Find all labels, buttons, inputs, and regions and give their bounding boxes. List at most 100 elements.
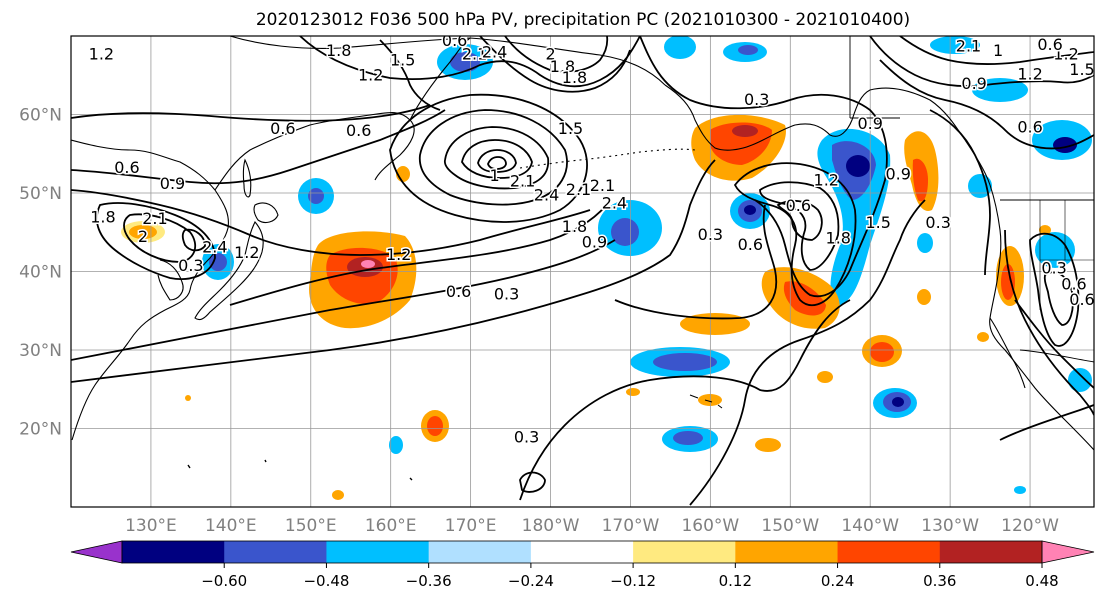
svg-text:0.3: 0.3	[698, 225, 723, 244]
svg-text:2: 2	[138, 227, 148, 246]
svg-text:2: 2	[545, 44, 555, 63]
coastline-hawaii	[689, 394, 723, 409]
coastline-alaska	[664, 84, 966, 151]
contour-label: 2	[136, 226, 149, 248]
svg-text:2.1: 2.1	[462, 44, 487, 63]
svg-text:1.5: 1.5	[558, 119, 583, 138]
map-area: 1.2 1.81.21.50.62.12.4 21.81.80.6 0.60.60.9…	[71, 31, 1094, 507]
contour-label: 1.5	[556, 117, 584, 139]
precip-blob-150w-negative-max	[744, 205, 756, 215]
contour-label: 1.2	[812, 169, 840, 191]
latitude-label: 30°N	[19, 341, 62, 361]
longitude-label: 170°E	[445, 516, 497, 536]
svg-text:0.6: 0.6	[1017, 117, 1042, 136]
contour-label: 0.3	[512, 426, 540, 448]
svg-text:0.3: 0.3	[1041, 259, 1066, 278]
contour-label: 1.8	[824, 227, 852, 249]
pv-contour-gulf-trough-3	[776, 199, 823, 241]
longitude-label: 160°W	[681, 516, 739, 536]
svg-text:0.3: 0.3	[178, 256, 203, 275]
coastline-siberia-north	[229, 36, 666, 86]
precip-blob-142w-27n-positive	[817, 371, 833, 383]
precip-blob-137e-25n-positive	[185, 395, 191, 401]
contour-label: 0.3	[177, 255, 205, 277]
contour-label: 0.6	[269, 117, 297, 139]
pv-contour-0-6-mid	[614, 204, 778, 320]
svg-text:1.2: 1.2	[234, 243, 259, 262]
pv-contour-gulf-trough-outer	[639, 36, 888, 298]
svg-text:1.8: 1.8	[562, 68, 587, 87]
colorbar-tick-label: −0.36	[406, 572, 452, 590]
colorbar: −0.60 −0.48 −0.36 −0.24 −0.12 0.12 0.24 0.36 0.4…	[70, 540, 1095, 590]
pv-contour-0-6-south	[71, 239, 616, 361]
pv-contour-us-trough-2	[1043, 271, 1074, 326]
svg-text:1: 1	[993, 41, 1003, 60]
pv-contour-1-2	[71, 189, 591, 256]
svg-text:1.8: 1.8	[550, 57, 575, 76]
svg-text:0.6: 0.6	[270, 119, 295, 138]
svg-text:0.3: 0.3	[925, 213, 950, 232]
pv-contour-0-3-loop	[519, 471, 546, 493]
colorbar-extend-high	[1041, 540, 1095, 564]
contour-label: 0.6	[1016, 116, 1044, 138]
coastline-baja	[989, 317, 1026, 389]
precip-blob-bering-negative-core	[738, 45, 758, 55]
map-title: 2020123012 F036 500 hPa PV, precipitatio…	[256, 10, 910, 30]
precip-blob-165e-20n-positive-core	[427, 416, 443, 436]
contour-label: 2.1	[460, 43, 488, 65]
contour-label: 1.5	[388, 49, 416, 71]
svg-text:0.3: 0.3	[494, 284, 519, 303]
contour-label: 0.6	[1068, 288, 1094, 310]
contour-label: 0.6	[1036, 36, 1064, 55]
precip-blob-kuril-negative-core	[308, 188, 324, 204]
svg-text:1.8: 1.8	[562, 217, 587, 236]
coastline-okhotsk	[214, 112, 415, 191]
longitude-labels: 130°E 140°E 150°E 160°E 170°E 180°W 170°W 160°W…	[125, 516, 1059, 536]
svg-text:1.2: 1.2	[89, 44, 114, 63]
pv-contour-vortex-2-4	[461, 139, 533, 179]
precip-blob-canada-negative-core	[1053, 137, 1077, 153]
pv-contour-northeast-4	[929, 109, 991, 276]
colorbar-segment	[224, 541, 327, 563]
contour-label: 0.3	[924, 212, 952, 234]
contour-label: 0.3	[743, 88, 771, 110]
svg-text:2.4: 2.4	[202, 237, 227, 256]
precip-blob-175e-25n-positive	[626, 388, 640, 396]
pv-contour-vortex-1-5	[389, 93, 588, 223]
coastline-pacific-islands	[187, 459, 413, 481]
contour-label: 0.9	[856, 113, 884, 135]
contour-label: 0.3	[492, 283, 520, 305]
svg-text:0.6: 0.6	[786, 196, 811, 215]
colorbar-segment	[326, 541, 430, 563]
pv-contour-japan-trough-mid	[123, 213, 197, 263]
pv-contour-vortex-1-8	[418, 109, 568, 206]
pv-contour-bering-2	[479, 36, 631, 93]
precip-blob-150w-19n-positive	[755, 438, 781, 452]
precip-blob-japan-negative-core	[209, 253, 227, 271]
contour-label: 2.1	[954, 36, 982, 57]
precip-blob-132w-42n-negative	[917, 233, 933, 253]
contour-label: 0.6	[444, 281, 472, 303]
contour-label: 0.3	[696, 223, 724, 245]
colorbar-tick-label: 0.24	[821, 572, 854, 590]
graticule	[71, 36, 1094, 507]
svg-text:2.4: 2.4	[482, 43, 507, 62]
contour-label: 1.8	[560, 215, 588, 237]
svg-text:0.6: 0.6	[738, 235, 763, 254]
pv-contour-bering-3	[504, 36, 609, 73]
latitude-label: 40°N	[19, 263, 62, 283]
svg-text:1.2: 1.2	[1017, 65, 1042, 84]
svg-text:2.1: 2.1	[590, 176, 615, 195]
precip-blob-140w-negative-max	[846, 155, 870, 177]
contour-label: 0.6	[113, 157, 141, 179]
svg-text:0.6: 0.6	[114, 158, 139, 177]
pv-contour-gulf-trough-1	[733, 162, 857, 307]
svg-text:1: 1	[489, 166, 499, 185]
precip-blob-baja-positive	[977, 332, 989, 342]
colorbar-tick-label: 0.48	[1025, 572, 1058, 590]
svg-text:1.2: 1.2	[358, 65, 383, 84]
latitude-label: 50°N	[19, 184, 62, 204]
precip-blob-175w-negative-core	[611, 218, 639, 246]
svg-text:0.6: 0.6	[442, 31, 467, 50]
